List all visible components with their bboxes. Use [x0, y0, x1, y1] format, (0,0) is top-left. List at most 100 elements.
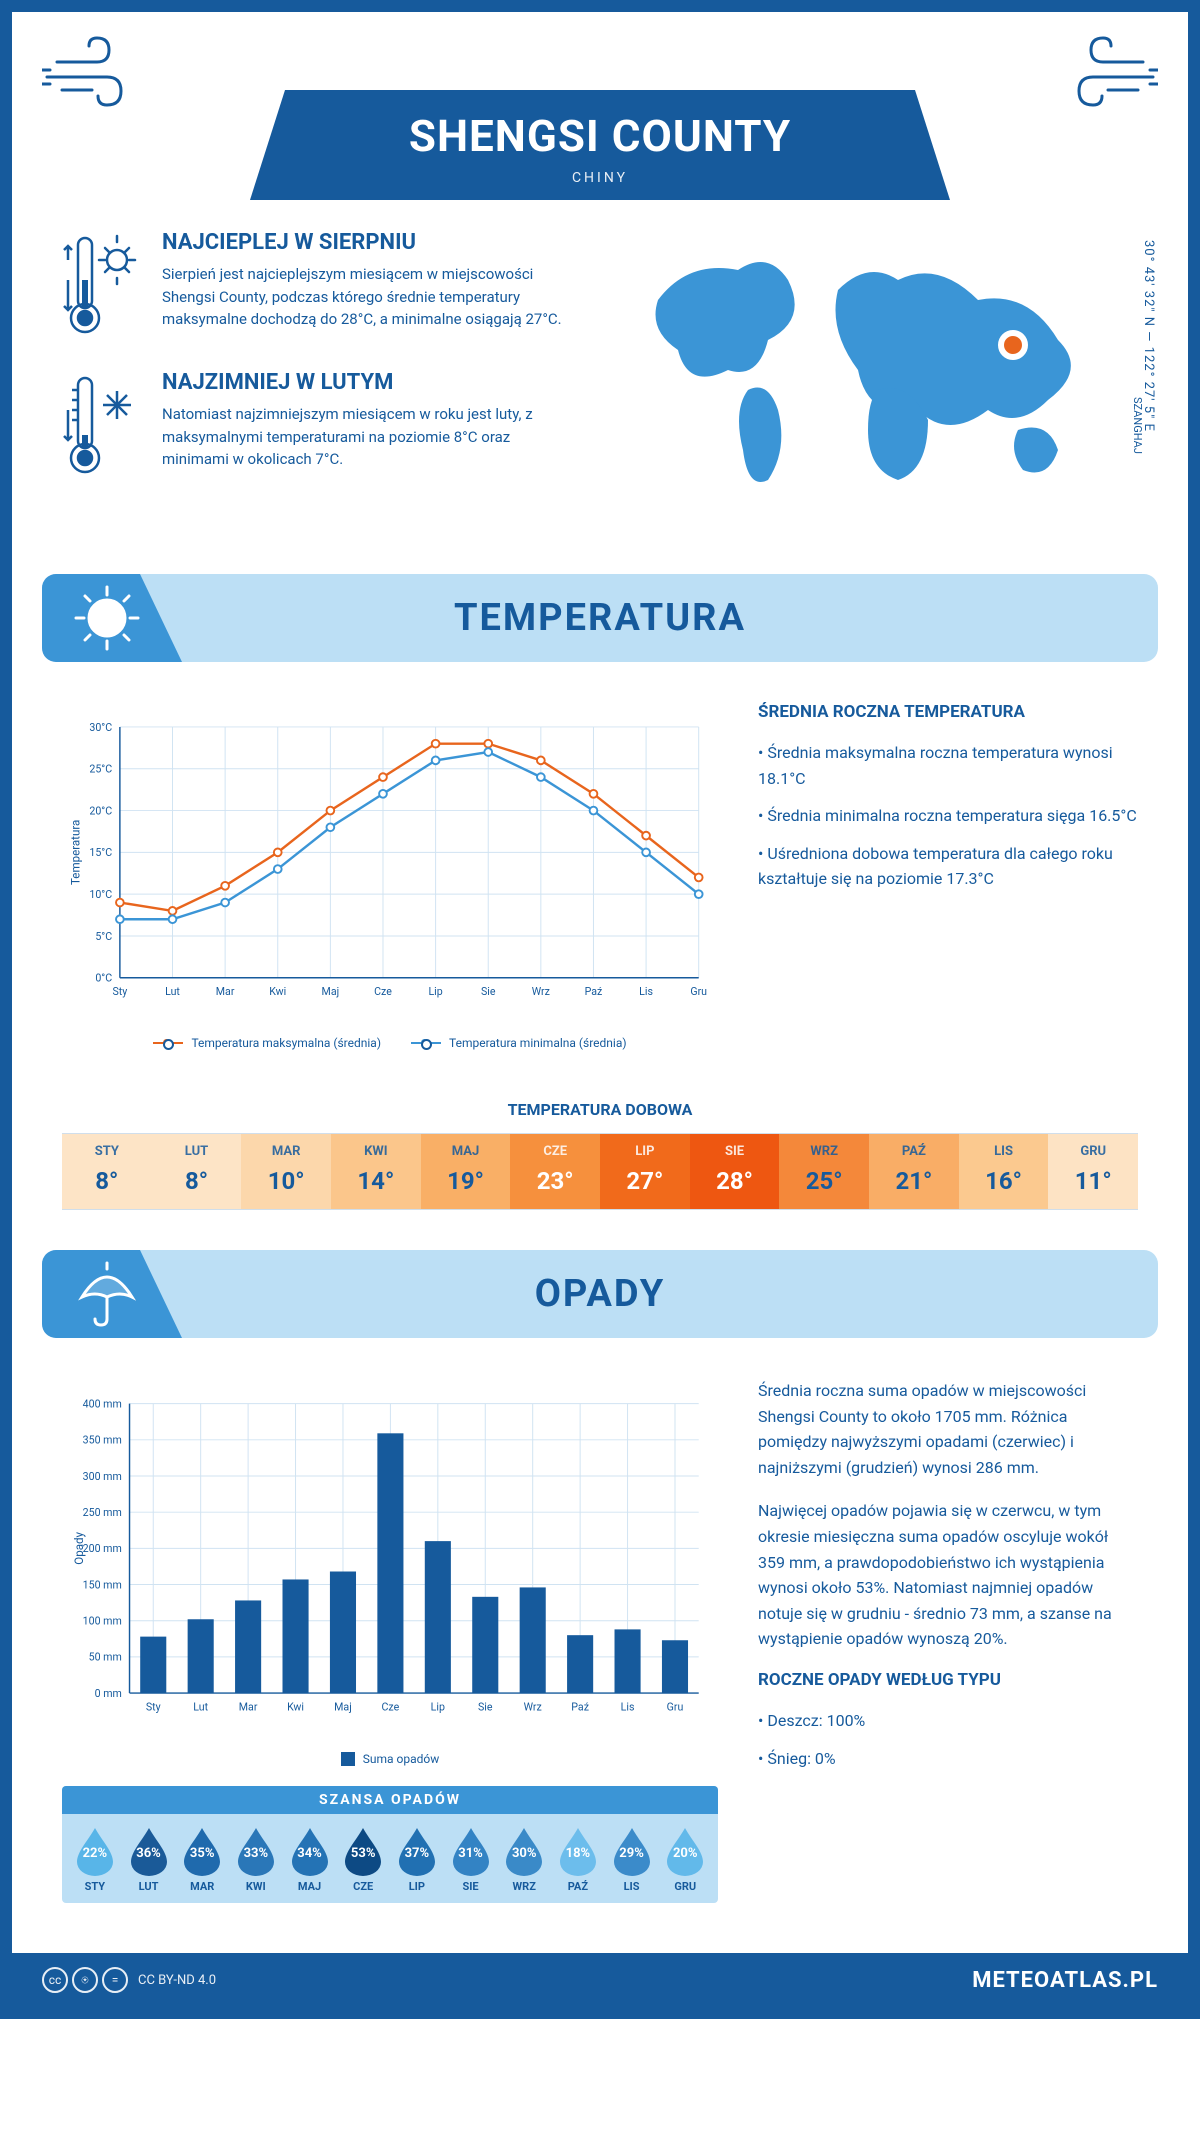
location-title: SHENGSI COUNTY: [310, 110, 890, 162]
thermometer-cold-icon: [62, 370, 142, 480]
rain-chance-cell: 29% LIS: [605, 1826, 659, 1893]
svg-text:Maj: Maj: [322, 985, 340, 998]
precip-type-heading: ROCZNE OPADY WEDŁUG TYPU: [758, 1670, 1138, 1690]
precipitation-content: 0 mm 50 mm 100 mm 150 mm 200 mm 250 mm 300 mm 3…: [12, 1358, 1188, 1923]
rain-chance-panel: SZANSA OPADÓW 22% STY 36% LUT 35% MAR 33…: [62, 1786, 718, 1903]
line-chart-legend: Temperatura maksymalna (średnia) Temperat…: [62, 1036, 718, 1050]
svg-text:100 mm: 100 mm: [83, 1615, 122, 1628]
svg-text:0°C: 0°C: [95, 972, 112, 985]
svg-text:50 mm: 50 mm: [89, 1651, 122, 1664]
svg-text:350 mm: 350 mm: [83, 1434, 122, 1447]
svg-text:Opady: Opady: [72, 1531, 86, 1564]
svg-text:Cze: Cze: [374, 985, 392, 998]
svg-text:15°C: 15°C: [89, 846, 112, 859]
daily-temp-cell: MAR10°: [241, 1134, 331, 1209]
daily-temp-cell: MAJ19°: [421, 1134, 511, 1209]
rain-chance-cell: 31% SIE: [444, 1826, 498, 1893]
wind-icon: [42, 32, 162, 112]
avg-temp-item: • Średnia maksymalna roczna temperatura …: [758, 740, 1138, 791]
rain-chance-cell: 22% STY: [68, 1826, 122, 1893]
svg-text:Lip: Lip: [431, 1700, 445, 1713]
svg-text:Sty: Sty: [146, 1700, 161, 1713]
coldest-text: Natomiast najzimniejszym miesiącem w rok…: [162, 403, 578, 471]
bar-legend-label: Suma opadów: [363, 1752, 440, 1766]
sun-icon: [42, 574, 182, 662]
rain-chance-cell: 30% WRZ: [497, 1826, 551, 1893]
daily-temp-title: TEMPERATURA DOBOWA: [12, 1100, 1188, 1119]
timezone: SZANGHAJ: [1131, 397, 1144, 454]
svg-text:Sie: Sie: [481, 985, 496, 998]
svg-text:300 mm: 300 mm: [83, 1470, 122, 1483]
daily-temp-cell: CZE23°: [510, 1134, 600, 1209]
footer: cc ⍟ = CC BY-ND 4.0 METEOATLAS.PL: [12, 1953, 1188, 2007]
svg-text:Sie: Sie: [478, 1700, 493, 1713]
svg-text:Paź: Paź: [571, 1700, 589, 1713]
wind-icon: [1038, 32, 1158, 112]
svg-text:Wrz: Wrz: [524, 1700, 542, 1713]
thermometer-hot-icon: [62, 230, 142, 340]
temperature-title: TEMPERATURA: [72, 596, 1128, 640]
rain-chance-cell: 18% PAŹ: [551, 1826, 605, 1893]
svg-text:250 mm: 250 mm: [83, 1506, 122, 1519]
svg-text:Lis: Lis: [639, 985, 653, 998]
legend-item: Temperatura minimalna (średnia): [411, 1036, 627, 1050]
daily-temp-cell: SIE28°: [690, 1134, 780, 1209]
rain-chance-cell: 37% LIP: [390, 1826, 444, 1893]
svg-text:Paź: Paź: [585, 985, 603, 998]
svg-text:150 mm: 150 mm: [83, 1578, 122, 1591]
daily-temp-cell: STY8°: [62, 1134, 152, 1209]
license: cc ⍟ = CC BY-ND 4.0: [42, 1967, 216, 1993]
temperature-section-header: TEMPERATURA: [42, 574, 1158, 662]
cc-nd-icon: =: [102, 1967, 128, 1993]
svg-text:400 mm: 400 mm: [83, 1398, 122, 1411]
svg-text:Mar: Mar: [216, 985, 235, 998]
cc-icon: cc: [42, 1967, 68, 1993]
precip-text-1: Średnia roczna suma opadów w miejscowośc…: [758, 1378, 1138, 1480]
svg-text:25°C: 25°C: [89, 763, 112, 776]
svg-text:Kwi: Kwi: [269, 985, 286, 998]
rain-chance-cell: 35% MAR: [175, 1826, 229, 1893]
rain-chance-row: 22% STY 36% LUT 35% MAR 33% KWI 34% MAJ: [62, 1814, 718, 1903]
svg-text:Maj: Maj: [334, 1700, 352, 1713]
license-text: CC BY-ND 4.0: [138, 1973, 216, 1988]
daily-temp-cell: KWI14°: [331, 1134, 421, 1209]
precipitation-section-header: OPADY: [42, 1250, 1158, 1338]
svg-text:Gru: Gru: [690, 985, 707, 998]
rain-chance-cell: 34% MAJ: [283, 1826, 337, 1893]
avg-temp-heading: ŚREDNIA ROCZNA TEMPERATURA: [758, 702, 1138, 722]
svg-text:30°C: 30°C: [89, 721, 112, 734]
svg-text:Mar: Mar: [239, 1700, 258, 1713]
title-banner: SHENGSI COUNTY CHINY: [250, 90, 950, 200]
cc-by-icon: ⍟: [72, 1967, 98, 1993]
country-label: CHINY: [310, 170, 890, 186]
rain-chance-cell: 53% CZE: [336, 1826, 390, 1893]
legend-item: Temperatura maksymalna (średnia): [153, 1036, 381, 1050]
daily-temp-cell: GRU11°: [1048, 1134, 1138, 1209]
svg-text:5°C: 5°C: [95, 930, 112, 943]
svg-text:Lut: Lut: [193, 1700, 208, 1713]
svg-text:Wrz: Wrz: [532, 985, 550, 998]
rain-chance-cell: 20% GRU: [658, 1826, 712, 1893]
avg-temp-list: • Średnia maksymalna roczna temperatura …: [758, 740, 1138, 892]
precip-type-item: • Deszcz: 100%: [758, 1708, 1138, 1734]
rain-chance-title: SZANSA OPADÓW: [62, 1786, 718, 1814]
temperature-line-chart: 0°C5°C10°C15°C20°C25°C30°CStyLutMarKwiMa…: [62, 702, 718, 1022]
svg-text:Kwi: Kwi: [287, 1700, 304, 1713]
daily-temp-cell: LIS16°: [959, 1134, 1049, 1209]
warmest-fact: NAJCIEPLEJ W SIERPNIU Sierpień jest najc…: [62, 230, 578, 340]
intro-section: NAJCIEPLEJ W SIERPNIU Sierpień jest najc…: [12, 200, 1188, 554]
precipitation-title: OPADY: [72, 1272, 1128, 1316]
svg-text:0 mm: 0 mm: [95, 1687, 122, 1700]
warmest-heading: NAJCIEPLEJ W SIERPNIU: [162, 230, 578, 255]
svg-text:Cze: Cze: [382, 1700, 400, 1713]
coldest-heading: NAJZIMNIEJ W LUTYM: [162, 370, 578, 395]
daily-temp-table: STY8°LUT8°MAR10°KWI14°MAJ19°CZE23°LIP27°…: [62, 1133, 1138, 1210]
bar-chart-legend: Suma opadów: [62, 1752, 718, 1766]
daily-temp-cell: PAŹ21°: [869, 1134, 959, 1209]
svg-text:Lip: Lip: [428, 985, 442, 998]
brand: METEOATLAS.PL: [972, 1968, 1158, 1993]
precip-text-2: Najwięcej opadów pojawia się w czerwcu, …: [758, 1498, 1138, 1652]
umbrella-icon: [42, 1250, 182, 1338]
precip-type-item: • Śnieg: 0%: [758, 1746, 1138, 1772]
svg-text:200 mm: 200 mm: [83, 1542, 122, 1555]
